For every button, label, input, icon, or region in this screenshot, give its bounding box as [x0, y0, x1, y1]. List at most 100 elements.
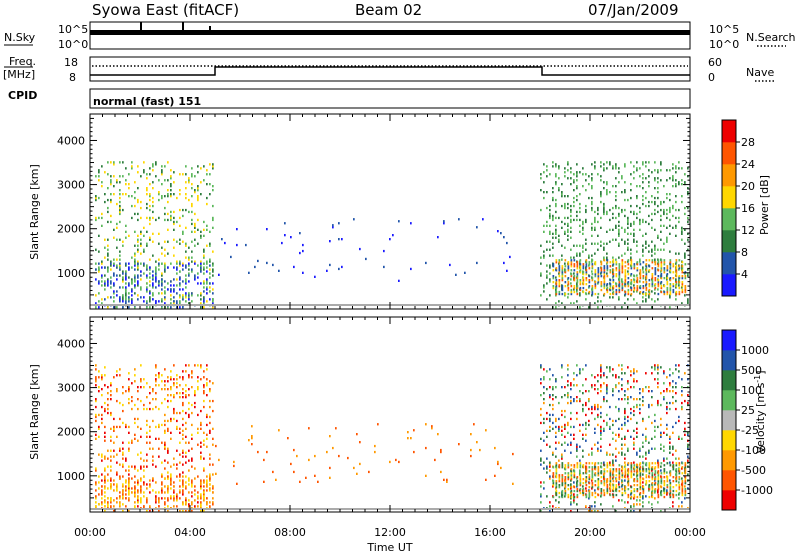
heatmap-cell	[552, 232, 554, 235]
heatmap-cell	[585, 259, 588, 262]
heatmap-cell	[564, 246, 566, 249]
heatmap-cell	[618, 171, 620, 174]
heatmap-cell	[98, 427, 100, 430]
heatmap-cell	[606, 181, 608, 184]
heatmap-cell	[615, 267, 618, 270]
heatmap-cell	[684, 476, 687, 479]
heatmap-cell	[173, 296, 175, 299]
heatmap-cell	[446, 480, 448, 483]
heatmap-cell	[603, 279, 606, 282]
heatmap-cell	[110, 286, 112, 289]
heatmap-cell	[549, 378, 551, 381]
heatmap-cell	[621, 469, 623, 472]
heatmap-cell	[546, 206, 548, 210]
heatmap-cell	[627, 259, 630, 262]
heatmap-cell	[122, 276, 124, 279]
heatmap-cell	[119, 212, 121, 216]
heatmap-cell	[173, 495, 175, 498]
heatmap-cell	[615, 288, 618, 292]
heatmap-cell	[182, 409, 184, 413]
heatmap-cell	[600, 165, 602, 168]
heatmap-cell	[669, 382, 671, 385]
heatmap-cell	[212, 218, 214, 222]
heatmap-cell	[669, 294, 671, 297]
heatmap-cell	[179, 193, 181, 196]
heatmap-cell	[101, 473, 103, 476]
heatmap-cell	[606, 191, 608, 194]
heatmap-cell	[573, 486, 576, 489]
heatmap-cell	[603, 256, 605, 259]
heatmap-cell	[648, 279, 651, 282]
heatmap-cell	[588, 489, 591, 493]
heatmap-cell	[642, 286, 645, 290]
heatmap-cell	[567, 495, 570, 499]
heatmap-cell	[630, 374, 632, 377]
heatmap-cell	[594, 417, 596, 421]
heatmap-cell	[681, 407, 683, 411]
heatmap-cell	[666, 265, 669, 268]
heatmap-cell	[630, 294, 632, 297]
heatmap-cell	[191, 270, 193, 273]
heatmap-cell	[119, 193, 121, 196]
heatmap-cell	[98, 262, 100, 265]
heatmap-cell	[98, 171, 100, 174]
heatmap-cell	[173, 382, 175, 385]
heatmap-cell	[621, 488, 624, 491]
heatmap-cell	[645, 495, 647, 498]
heatmap-cell	[657, 248, 659, 251]
heatmap-cell	[642, 473, 644, 476]
heatmap-cell	[636, 503, 638, 506]
heatmap-cell	[633, 478, 636, 481]
heatmap-cell	[131, 439, 133, 442]
heatmap-cell	[648, 214, 650, 218]
heatmap-cell	[654, 269, 657, 272]
heatmap-cell	[573, 285, 576, 288]
heatmap-cell	[176, 495, 178, 498]
heatmap-cell	[627, 463, 629, 466]
heatmap-cell	[555, 489, 558, 493]
heatmap-cell	[597, 275, 600, 278]
heatmap-cell	[158, 179, 160, 182]
heatmap-cell	[630, 263, 633, 266]
heatmap-cell	[648, 403, 650, 407]
heatmap-cell	[615, 493, 618, 497]
heatmap-cell	[158, 258, 160, 261]
heatmap-cell	[606, 161, 608, 164]
heatmap-cell	[122, 280, 124, 283]
heatmap-cell	[639, 470, 642, 473]
heatmap-cell	[182, 376, 184, 379]
heatmap-cell	[561, 409, 563, 413]
heatmap-cell	[675, 421, 677, 425]
heatmap-cell	[603, 468, 606, 471]
heatmap-cell	[582, 173, 584, 176]
heatmap-cell	[600, 374, 602, 377]
heatmap-cell	[618, 288, 621, 292]
heatmap-cell	[110, 398, 112, 401]
heatmap-cell	[588, 279, 591, 282]
heatmap-cell	[603, 169, 605, 172]
heatmap-cell	[564, 281, 567, 284]
heatmap-cell	[209, 477, 211, 480]
heatmap-cell	[660, 238, 662, 241]
heatmap-cell	[140, 288, 142, 291]
heatmap-cell	[567, 286, 570, 290]
heatmap-cell	[122, 489, 124, 492]
heatmap-cell	[684, 478, 687, 481]
heatmap-cell	[666, 471, 668, 474]
heatmap-cell	[597, 509, 599, 512]
heatmap-cell	[594, 491, 597, 495]
heatmap-cell	[606, 267, 609, 270]
heatmap-cell	[681, 501, 683, 504]
heatmap-cell	[552, 407, 554, 411]
heatmap-cell	[98, 386, 100, 389]
heatmap-cell	[594, 489, 596, 492]
heatmap-cell	[609, 417, 611, 421]
heatmap-cell	[549, 505, 551, 508]
heatmap-cell	[555, 419, 557, 423]
heatmap-cell	[576, 185, 578, 188]
heatmap-cell	[155, 497, 157, 500]
heatmap-cell	[152, 274, 154, 277]
heatmap-cell	[185, 274, 187, 277]
heatmap-cell	[134, 495, 136, 498]
heatmap-cell	[167, 306, 169, 309]
